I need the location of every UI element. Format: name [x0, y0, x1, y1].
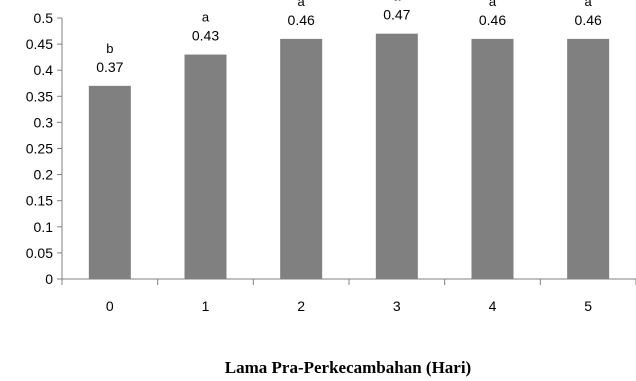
- x-tick-label: 0: [106, 298, 114, 314]
- significance-letter: b: [106, 41, 113, 56]
- x-axis: 0 1 2 3 4 5: [61, 278, 636, 314]
- y-tick-label: 0.4: [34, 62, 54, 78]
- data-labels: 0.37 b 0.43 a 0.46 a 0.47 a 0.46 a 0.46 a: [96, 0, 602, 75]
- x-axis-title: Lama Pra-Perkecambahan (Hari): [225, 358, 471, 377]
- y-tick-label: 0.25: [26, 141, 53, 157]
- significance-letter: a: [202, 10, 210, 25]
- significance-letter: a: [585, 0, 593, 9]
- y-tick-label: 0.45: [26, 36, 53, 52]
- bar-3: [375, 33, 418, 279]
- data-label: 0.47: [383, 7, 410, 23]
- y-tick-label: 0.1: [34, 219, 54, 235]
- y-tick-label: 0.35: [26, 88, 53, 104]
- bar-1: [184, 54, 227, 279]
- data-label: 0.43: [192, 28, 219, 44]
- y-tick-label: 0.3: [34, 114, 54, 130]
- y-tick-label: 0.05: [26, 245, 53, 261]
- data-label: 0.46: [575, 12, 602, 28]
- x-tick-label: 1: [202, 298, 210, 314]
- bar-0: [88, 85, 131, 279]
- y-tick-label: 0.5: [34, 10, 54, 26]
- y-tick-label: 0: [45, 271, 53, 287]
- x-tick-label: 2: [297, 298, 305, 314]
- y-tick-label: 0.2: [34, 167, 54, 183]
- significance-letter: a: [393, 0, 401, 4]
- data-label: 0.46: [479, 12, 506, 28]
- significance-letter: a: [298, 0, 306, 9]
- data-label: 0.37: [96, 59, 123, 75]
- x-tick-label: 5: [584, 298, 592, 314]
- bar-4: [471, 38, 514, 279]
- y-tick-label: 0.15: [26, 193, 53, 209]
- bar-2: [280, 38, 323, 279]
- significance-letter: a: [489, 0, 497, 9]
- bar-5: [567, 38, 610, 279]
- y-axis: 0 0.05 0.1 0.15 0.2 0.25 0.3 0.35 0.4 0.45 0.5: [26, 10, 63, 287]
- bars: [88, 33, 610, 279]
- data-label: 0.46: [288, 12, 315, 28]
- x-tick-label: 3: [393, 298, 401, 314]
- x-tick-label: 4: [489, 298, 497, 314]
